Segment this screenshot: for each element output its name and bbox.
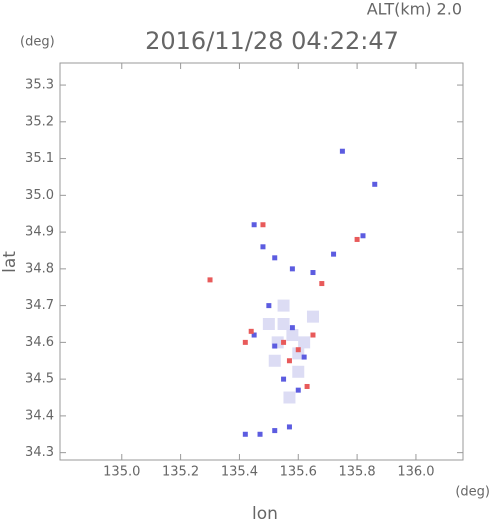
echo-point: [277, 299, 290, 312]
echo-point: [257, 431, 263, 437]
x-axis-label: lon: [252, 504, 278, 521]
echo-point: [310, 270, 316, 276]
y-tick-label: 35.0: [25, 188, 54, 203]
y-tick-label: 34.6: [25, 335, 54, 350]
altitude-label: ALT(km) 2.0: [367, 0, 462, 19]
y-tick-label: 34.5: [25, 372, 54, 387]
y-tick-label: 34.3: [25, 445, 54, 460]
echo-point: [248, 328, 254, 334]
echo-point: [283, 391, 296, 404]
echo-point: [260, 244, 266, 250]
echo-point: [207, 277, 213, 283]
echo-point: [268, 354, 281, 367]
echo-point: [281, 339, 287, 345]
x-tick-label: 135.8: [338, 465, 375, 480]
echo-point: [292, 365, 305, 378]
x-unit: (deg): [455, 485, 490, 500]
echo-point: [286, 358, 292, 364]
echo-point: [266, 303, 272, 309]
y-tick-label: 35.1: [25, 151, 54, 166]
y-tick-label: 35.2: [25, 114, 54, 129]
y-tick-label: 34.7: [25, 298, 54, 313]
echo-point: [251, 332, 257, 338]
echo-point: [295, 387, 301, 393]
echo-point: [301, 354, 307, 360]
echo-point: [242, 431, 248, 437]
echo-point: [304, 383, 310, 389]
y-tick-label: 35.3: [25, 78, 54, 93]
echo-point: [286, 424, 292, 430]
x-tick-label: 135.6: [280, 465, 317, 480]
echo-point: [260, 222, 266, 228]
echo-point: [251, 222, 257, 228]
plot-frame: [59, 62, 464, 461]
echo-point: [289, 266, 295, 272]
echo-point: [272, 343, 278, 349]
echo-point: [272, 428, 278, 434]
y-tick-label: 34.9: [25, 225, 54, 240]
x-tick-label: 135.4: [221, 465, 258, 480]
y-unit: (deg): [20, 35, 55, 50]
echo-point: [331, 251, 337, 257]
echo-point: [306, 310, 319, 323]
chart-title: 2016/11/28 04:22:47: [145, 27, 399, 55]
echo-point: [310, 332, 316, 338]
echo-point: [289, 325, 295, 331]
echo-point: [372, 181, 378, 187]
echo-point: [319, 281, 325, 287]
y-tick-label: 34.8: [25, 261, 54, 276]
echo-point: [286, 329, 299, 342]
echo-point: [272, 255, 278, 261]
echo-point: [262, 317, 275, 330]
echo-point: [360, 233, 366, 239]
x-tick-label: 136.0: [397, 465, 434, 480]
echo-point: [339, 148, 345, 154]
echo-point: [292, 347, 305, 360]
x-tick-label: 135.2: [162, 465, 199, 480]
y-axis-label: lat: [0, 251, 20, 273]
y-tick-label: 34.4: [25, 408, 54, 423]
echo-point: [298, 336, 311, 349]
echo-point: [242, 339, 248, 345]
x-tick-label: 135.0: [103, 465, 140, 480]
echo-point: [295, 347, 301, 353]
echo-point: [354, 236, 360, 242]
echo-point: [277, 317, 290, 330]
echo-point: [281, 376, 287, 382]
